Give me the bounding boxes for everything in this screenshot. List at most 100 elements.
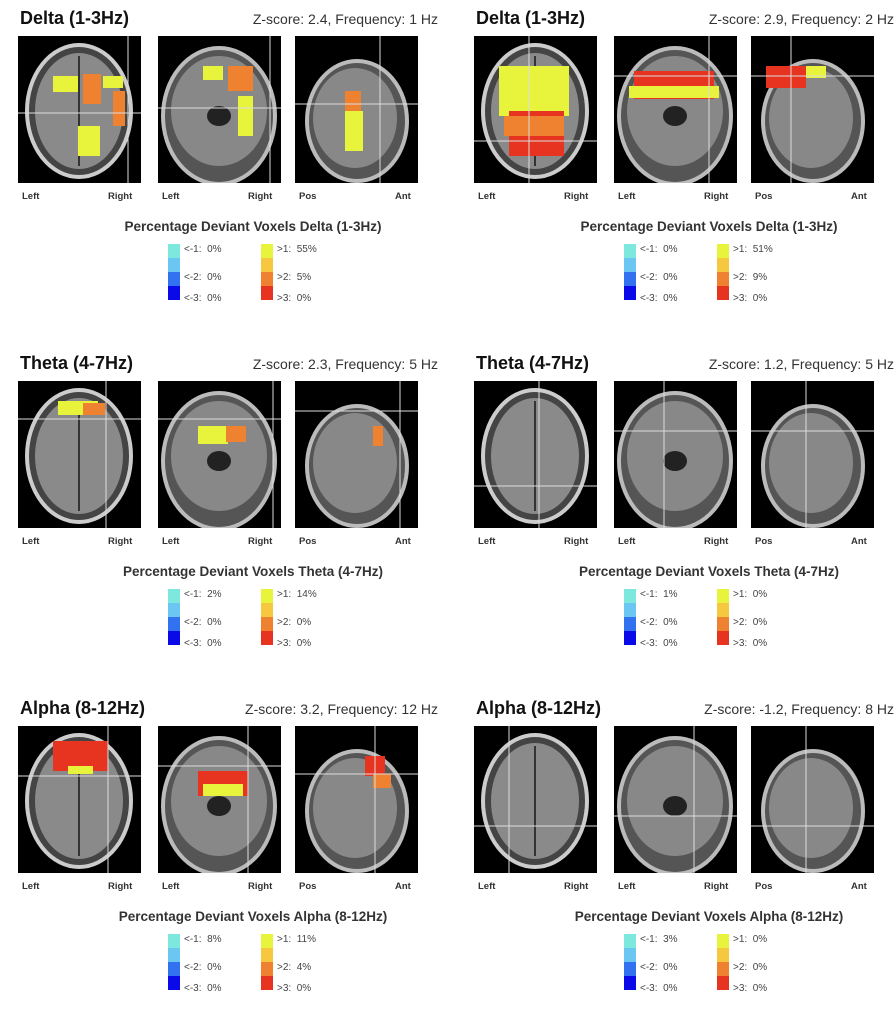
activation-cluster — [198, 426, 228, 444]
activation-cluster — [345, 111, 363, 151]
zscore-frequency-label: Z-score: 3.2, Frequency: 12 Hz — [245, 701, 438, 717]
pos-legend-label: >3: 0% — [277, 293, 312, 304]
activation-cluster — [78, 126, 100, 156]
neg-legend-label: <-3: 0% — [640, 983, 678, 994]
brain-panel: Alpha (8-12Hz) Z-score: -1.2, Frequency: … — [474, 692, 894, 1022]
orientation-label-left: Left — [618, 536, 636, 547]
neg-color-swatch — [624, 976, 636, 990]
brain-slice-image — [18, 726, 141, 873]
brain-slice-image — [751, 36, 874, 183]
pos-color-swatch — [261, 258, 273, 272]
neg-color-swatch — [168, 934, 180, 948]
neg-legend-label: <-2: 0% — [640, 962, 678, 973]
neg-color-swatch — [168, 286, 180, 300]
neg-legend-label: <-1: 2% — [184, 589, 222, 600]
pos-color-swatch — [261, 948, 273, 962]
activation-cluster — [373, 774, 391, 788]
pos-color-swatch — [261, 934, 273, 948]
neg-color-swatch — [624, 934, 636, 948]
axial-view — [18, 381, 141, 528]
neg-color-swatch — [624, 272, 636, 286]
activation-cluster — [629, 86, 719, 98]
neg-color-swatch — [624, 286, 636, 300]
sagittal-view — [751, 726, 874, 873]
panel-title: Delta (1-3Hz) — [476, 8, 586, 28]
brain-slice-image — [158, 726, 281, 876]
brain-slice-image — [751, 726, 874, 873]
neg-legend-label: <-3: 0% — [640, 293, 678, 304]
activation-cluster — [226, 426, 246, 442]
orientation-label-left: Left — [22, 536, 40, 547]
pos-color-swatch — [261, 617, 273, 631]
coronal-view — [614, 381, 737, 531]
orientation-label-right: Ant — [851, 191, 867, 202]
orientation-label-right: Ant — [395, 191, 411, 202]
panel-title: Delta (1-3Hz) — [20, 8, 130, 28]
pos-color-swatch — [717, 976, 729, 990]
orientation-label-left: Pos — [299, 881, 317, 892]
pos-color-swatch — [261, 589, 273, 603]
sagittal-view — [295, 726, 418, 873]
orientation-label-right: Ant — [395, 536, 411, 547]
sagittal-view — [751, 381, 874, 528]
activation-cluster — [345, 91, 361, 111]
activation-cluster — [68, 766, 93, 774]
legend-title: Percentage Deviant Voxels Theta (4-7Hz) — [578, 564, 840, 579]
coronal-view — [614, 726, 737, 876]
neg-legend-label: <-1: 1% — [640, 589, 678, 600]
axial-view — [474, 726, 597, 873]
pos-legend-label: >1: 51% — [733, 244, 773, 255]
activation-cluster — [228, 66, 253, 91]
neg-legend-label: <-1: 3% — [640, 934, 678, 945]
legend-title: Percentage Deviant Voxels Delta (1-3Hz) — [580, 219, 838, 234]
pos-color-swatch — [717, 603, 729, 617]
brain-slice-image — [295, 36, 418, 183]
neg-color-swatch — [168, 948, 180, 962]
axial-view — [18, 726, 141, 873]
pos-color-swatch — [717, 589, 729, 603]
pos-legend-label: >3: 0% — [277, 983, 312, 994]
orientation-label-left: Left — [478, 881, 496, 892]
orientation-label-left: Left — [162, 536, 180, 547]
pos-color-swatch — [261, 976, 273, 990]
zscore-frequency-label: Z-score: 2.9, Frequency: 2 Hz — [708, 11, 894, 27]
neg-color-swatch — [624, 244, 636, 258]
activation-cluster — [113, 91, 125, 126]
pos-color-swatch — [717, 286, 729, 300]
orientation-label-left: Left — [618, 881, 636, 892]
neg-color-swatch — [624, 948, 636, 962]
orientation-label-right: Right — [248, 191, 273, 202]
neg-legend-label: <-3: 0% — [640, 638, 678, 649]
neg-color-swatch — [624, 631, 636, 645]
neg-legend-label: <-2: 0% — [184, 962, 222, 973]
pos-color-swatch — [717, 258, 729, 272]
orientation-label-left: Left — [478, 536, 496, 547]
brain-slice-image — [18, 381, 141, 528]
panel-title: Theta (4-7Hz) — [20, 353, 134, 373]
brain-slice-image — [474, 381, 597, 528]
orientation-label-right: Right — [704, 881, 729, 892]
brain-slice-image — [18, 36, 141, 183]
activation-cluster — [203, 784, 243, 796]
orientation-label-right: Ant — [395, 881, 411, 892]
orientation-label-right: Right — [704, 191, 729, 202]
zscore-frequency-label: Z-score: 2.4, Frequency: 1 Hz — [252, 11, 438, 27]
brain-panel: Delta (1-3Hz) Z-score: 2.9, Frequency: 2 … — [474, 2, 894, 332]
brain-slice-image — [614, 381, 737, 531]
brain-slice-image — [474, 36, 597, 183]
activation-cluster — [806, 66, 826, 78]
sagittal-view — [751, 36, 874, 183]
pos-legend-label: >3: 0% — [733, 638, 768, 649]
orientation-label-right: Ant — [851, 881, 867, 892]
orientation-label-right: Right — [564, 881, 589, 892]
pos-color-swatch — [261, 272, 273, 286]
orientation-label-left: Left — [478, 191, 496, 202]
activation-cluster — [83, 403, 105, 415]
pos-color-swatch — [717, 962, 729, 976]
brain-slice-image — [614, 36, 737, 186]
pos-legend-label: >3: 0% — [733, 983, 768, 994]
neg-color-swatch — [168, 589, 180, 603]
orientation-label-right: Ant — [851, 536, 867, 547]
orientation-label-left: Pos — [299, 191, 317, 202]
pos-color-swatch — [717, 244, 729, 258]
